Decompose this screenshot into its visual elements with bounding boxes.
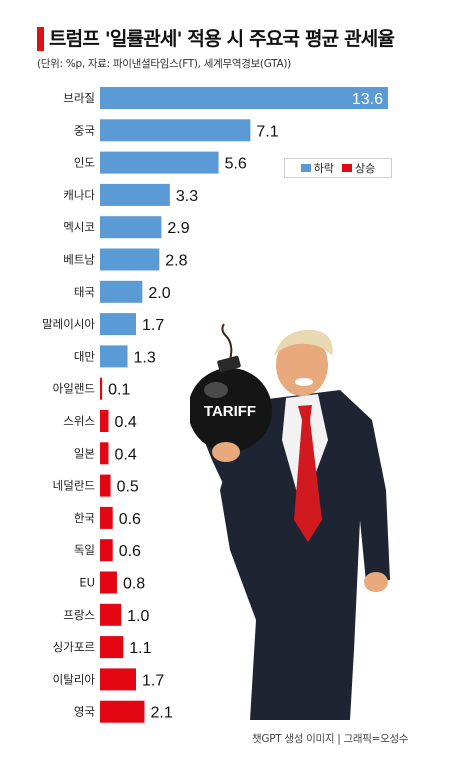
bar [100,603,122,626]
bar [100,571,117,594]
category-label: 멕시코 [63,220,95,234]
bar [100,539,113,562]
suit-jacket [220,390,390,720]
value-label: 0.4 [114,446,136,463]
category-label: 네덜란드 [53,479,95,493]
category-label: 인도 [74,156,95,170]
bar [100,345,128,368]
legend-swatch-up [342,164,352,172]
category-label: 태국 [74,285,95,299]
legend-label-up: 상승 [355,162,376,175]
bar [100,313,136,336]
category-label: 독일 [74,543,95,557]
bomb-highlight [204,382,228,398]
value-label: 1.3 [134,349,156,366]
legend-label-down: 하락 [313,162,334,175]
value-label: 0.6 [119,543,141,560]
bar [100,377,103,400]
hand-left [212,442,240,462]
value-label: 3.3 [176,188,198,205]
category-label: 브라질 [63,91,95,105]
bar [100,216,162,239]
category-label: EU [79,576,95,590]
red-tie [294,405,322,542]
value-label: 2.9 [167,220,189,237]
bar [100,506,113,529]
bomb-cap [217,355,241,373]
chart-subtitle: (단위: %p, 자료: 파이낸셜타임스(FT), 세계무역경보(GTA)) [37,58,291,70]
category-label: 프랑스 [63,608,95,622]
category-label: 대만 [74,349,96,363]
bar [100,700,145,723]
category-label: 캐나다 [63,188,95,202]
value-label: 1.0 [127,608,149,625]
legend-item-down: 하락 [300,160,334,176]
bomb-label: TARIFF [204,403,256,420]
category-label: 싱가포르 [53,640,95,654]
bar [100,119,251,142]
category-label: 베트남 [63,253,95,267]
graphic-credit: 챗GPT 생성 이미지 | 그래픽=오성수 [252,733,409,745]
hand-right [364,572,388,592]
category-label: 스위스 [63,414,95,428]
value-label: 0.1 [108,382,130,399]
category-label: 아일랜드 [53,382,95,396]
bar [100,151,219,174]
legend-swatch-down [300,164,311,172]
bar [100,248,160,271]
value-label: 1.1 [129,640,151,657]
value-label: 5.6 [225,156,247,173]
legend-item-up: 상승 [342,160,375,176]
mouth [295,378,313,386]
bar [100,442,109,465]
bar [100,410,109,432]
hair [274,329,333,356]
category-label: 중국 [74,123,95,137]
value-label: 2.8 [165,253,187,270]
bomb-fuse [221,323,233,361]
category-label: 한국 [74,511,95,525]
chart-title: 트럼프 '일률관세' 적용 시 주요국 평균 관세율 [49,28,395,50]
category-label: 영국 [74,705,95,719]
value-label: 0.8 [123,576,145,593]
category-label: 일본 [74,446,95,460]
value-label: 1.7 [142,317,164,334]
category-label: 이탈리아 [53,672,96,686]
title-accent-bar [37,27,44,51]
value-label: 7.1 [256,123,278,140]
head [276,334,328,396]
bar [100,280,143,303]
bar [100,668,136,691]
category-label: 말레이시아 [42,317,95,331]
value-label: 0.6 [119,511,141,528]
value-label: 2.1 [150,705,172,722]
bar [100,183,170,206]
bar [100,87,388,109]
value-label: 13.6 [352,91,383,108]
value-label: 0.4 [114,414,136,431]
man-holding-bomb-illustration: TARIFF [190,323,390,720]
value-label: 0.5 [117,479,139,496]
value-label: 2.0 [148,285,170,302]
bar [100,474,111,497]
bar [100,636,124,659]
legend: 하락 상승 [284,158,392,178]
value-label: 1.7 [142,672,164,689]
